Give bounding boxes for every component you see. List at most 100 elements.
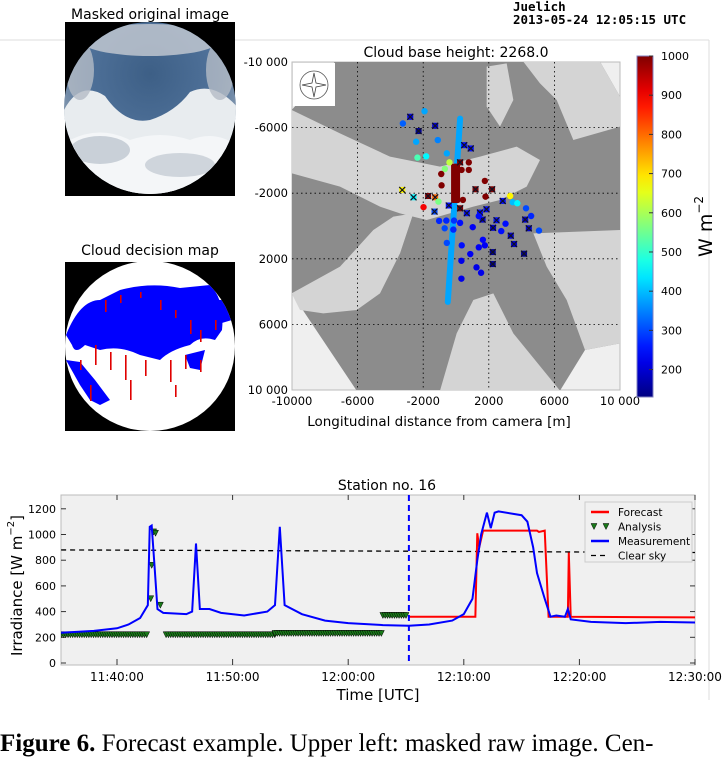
station-marker-dot: [467, 250, 474, 258]
station-marker-dot: [399, 120, 407, 127]
station-marker-dot: [435, 217, 443, 225]
x-tick-label: 12:30:00: [668, 670, 722, 684]
colorbar-tick-label: 300: [661, 324, 682, 337]
marker-cross: [520, 250, 528, 258]
colorbar: 1000 900 800 700 600 500 400 300 200 W m−2: [636, 50, 717, 398]
station-marker-dot: [458, 257, 465, 264]
station-marker-dot: [469, 223, 476, 231]
analysis-marker: [602, 523, 610, 531]
series-analysis: [61, 528, 410, 639]
marker-cross: [415, 127, 423, 135]
chart-legend: Forecast Analysis Measurement Clear sky: [584, 501, 693, 563]
station-marker-dot: [441, 225, 448, 232]
marker-cross: [507, 232, 515, 240]
station-marker-x: [489, 260, 497, 268]
cloud-edge-mark: [185, 355, 187, 369]
station-marker-x: [521, 216, 529, 224]
y-tick-label: 200: [35, 631, 56, 644]
cloud-edge-mark: [105, 300, 107, 312]
map-ytick-label: -10 000: [244, 55, 288, 69]
station-marker-dot: [443, 150, 451, 157]
map-xlabel: Longitudinal distance from camera [m]: [307, 414, 571, 430]
cloud-edge-mark: [145, 360, 147, 376]
marker-cross: [431, 208, 438, 215]
marker-cross: [456, 158, 464, 166]
cloud-edge-mark: [90, 385, 92, 401]
station-marker-dot: [438, 170, 445, 178]
station-marker-dot: [422, 153, 430, 160]
figure-caption: Figure 6. Forecast example. Upper left: …: [0, 730, 654, 758]
marker-cross: [499, 197, 507, 205]
series-measurement: [61, 510, 695, 634]
legend-label: Analysis: [618, 522, 661, 534]
map-ytick-label: 6000: [259, 317, 288, 331]
analysis-marker: [152, 529, 159, 537]
cloud-edge-mark: [120, 295, 122, 303]
station-marker-x: [472, 185, 479, 193]
marker-cross: [521, 216, 529, 224]
station-marker-dot: [481, 242, 489, 249]
map-ytick-label: -2000: [255, 186, 288, 200]
station-marker-dot: [522, 205, 530, 212]
cloud-edge-mark: [215, 320, 217, 330]
analysis-marker: [148, 562, 156, 569]
analysis-marker: [590, 523, 598, 531]
marker-cross: [472, 185, 479, 193]
station-marker-dot: [434, 136, 441, 144]
station-marker-dot: [443, 217, 450, 224]
station-marker-dot: [506, 192, 514, 200]
station-marker-dot: [475, 212, 482, 220]
station-marker-dot: [421, 108, 428, 115]
map-ytick-label: -6000: [255, 121, 288, 135]
marker-cross: [489, 248, 497, 256]
colorbar-tick-label: 900: [661, 89, 682, 102]
x-tick-label: 12:00:00: [321, 670, 375, 684]
station-marker-x: [445, 202, 453, 209]
y-tick-label: 800: [35, 554, 56, 567]
station-marker-dot: [481, 177, 489, 185]
series-forecast: [408, 529, 695, 619]
map-axes: -10000 -6000 -2000 2000 6000 10 000-10 000-60…: [244, 55, 641, 408]
station-marker-dot: [450, 226, 457, 233]
station-marker-dot: [458, 242, 465, 249]
marker-cross: [489, 224, 497, 232]
station-marker-x: [489, 224, 497, 232]
station-marker-x: [507, 232, 515, 240]
colorbar-tick-label: 200: [661, 364, 682, 377]
station-marker-x: [431, 122, 439, 130]
map-xtick-label: -10000: [272, 394, 313, 408]
cloud-free-region: [440, 293, 560, 390]
marker-cross: [489, 260, 497, 268]
station-marker-x: [463, 209, 471, 217]
station-marker-x: [410, 193, 417, 201]
cloud-free-region: [292, 213, 414, 314]
cloud-edge-mark: [160, 300, 162, 310]
map-xtick-label: 6000: [540, 394, 569, 408]
station-name: Juelich: [513, 0, 566, 14]
cloud-free-region: [486, 63, 514, 127]
colorbar-label: W m−2: [692, 196, 717, 257]
y-tick-label: 1200: [28, 503, 56, 516]
map-xtick-label: -6000: [341, 394, 374, 408]
station-marker-dot: [473, 264, 480, 271]
y-tick-label: 600: [35, 580, 56, 593]
station-marker-dot: [414, 154, 421, 161]
station-marker-dot: [479, 236, 487, 243]
x-tick-label: 11:50:00: [206, 670, 260, 684]
cloud-edge-mark: [200, 360, 202, 372]
analysis-marker: [377, 630, 385, 638]
station-marker-x: [488, 185, 496, 193]
marker-cross: [460, 141, 468, 149]
masked-image-title: Masked original image: [71, 7, 229, 23]
station-marker-dot: [456, 219, 464, 227]
station-marker-dot: [458, 166, 465, 174]
station-marker-dot: [498, 227, 505, 235]
cloud-edge-mark: [130, 380, 132, 400]
colorbar-tick-label: 500: [661, 246, 682, 259]
marker-cross: [406, 113, 414, 121]
station-marker-x: [493, 216, 500, 224]
station-marker-x: [431, 208, 438, 215]
analysis-marker: [402, 612, 410, 620]
